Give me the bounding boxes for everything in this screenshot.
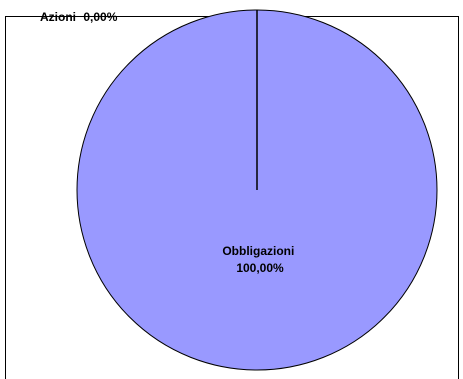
- slice-label-azioni-value: 0,00%: [83, 10, 117, 24]
- slice-label-obbligazioni-value: 100,00%: [236, 261, 284, 275]
- slice-label-obbligazioni: Obbligazioni 100,00%: [222, 244, 297, 275]
- slice-label-obbligazioni-name: Obbligazioni: [222, 244, 294, 258]
- slice-label-azioni: Azioni 0,00%: [40, 10, 118, 24]
- slice-label-azioni-name: Azioni: [40, 10, 76, 24]
